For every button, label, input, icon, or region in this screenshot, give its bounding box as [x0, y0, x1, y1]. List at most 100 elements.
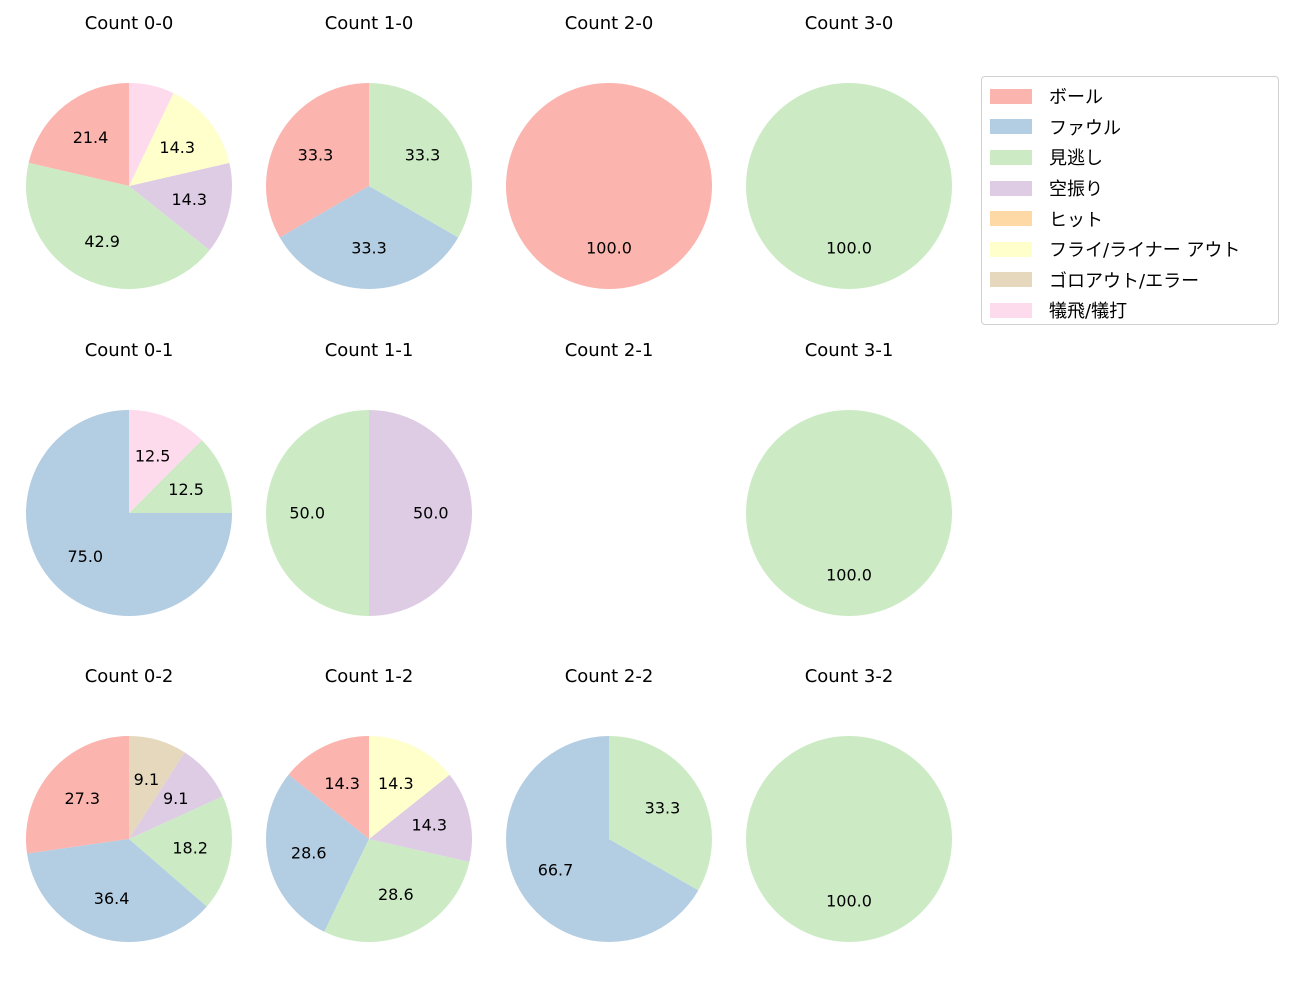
slice-percent-label: 50.0 — [289, 504, 325, 523]
slice-percent-label: 42.9 — [84, 232, 120, 251]
slice-percent-label: 14.3 — [159, 138, 195, 157]
slice-percent-label: 28.6 — [378, 885, 414, 904]
legend-item: ヒット — [982, 203, 1278, 234]
legend-swatch-icon — [990, 302, 1032, 318]
slice-percent-label: 100.0 — [826, 565, 872, 584]
pie-slice-空振り — [129, 162, 232, 251]
pie-subplot-count-0-2: Count 0-2 27.3 36.4 18.2 9.19.1 — [25, 666, 232, 942]
pie-slice-ファウル — [266, 774, 369, 932]
chart-legend: ボールファウル見逃し空振り ヒットフライ/ライナー アウト ゴロアウト/エラー 犠飛/… — [981, 76, 1279, 325]
pie-slice-ファウル — [27, 839, 207, 942]
pie-slice-見逃し — [25, 162, 210, 290]
slice-percent-label: 100.0 — [826, 891, 872, 910]
subplot-title: Count 3-2 — [805, 666, 894, 687]
slice-percent-label: 66.7 — [538, 860, 574, 879]
slice-percent-label: 14.3 — [324, 774, 360, 793]
legend-swatch-icon — [990, 211, 1032, 227]
slice-percent-label: 27.3 — [64, 789, 100, 808]
legend-swatch-icon — [990, 149, 1032, 165]
slice-percent-label: 14.3 — [171, 190, 207, 209]
pie-slice-空振り — [129, 752, 223, 839]
legend-swatch-icon — [990, 119, 1032, 135]
slice-percent-label: 28.6 — [291, 843, 327, 862]
slice-percent-label: 9.1 — [163, 789, 188, 808]
slice-percent-label: 12.5 — [135, 446, 171, 465]
pie-slice-見逃し — [129, 440, 233, 513]
legend-label: 見逃し — [1049, 148, 1103, 170]
slice-percent-label: 18.2 — [172, 838, 208, 857]
legend-label: ボール — [1049, 87, 1103, 109]
pie-slice-ファウル — [506, 736, 699, 942]
slice-percent-label: 33.3 — [298, 146, 334, 165]
pie-slice-見逃し — [369, 83, 472, 238]
slice-percent-label: 12.5 — [168, 480, 204, 499]
subplot-title: Count 2-0 — [565, 13, 654, 34]
legend-swatch-icon — [990, 272, 1032, 288]
subplot-title: Count 3-1 — [805, 340, 894, 361]
pie-subplot-count-0-0: Count 0-0 21.4 42.9 14.3 14.3 — [25, 13, 232, 290]
slice-percent-label: 14.3 — [378, 774, 414, 793]
pie-subplot-count-3-1: Count 3-1 100.0 — [746, 340, 952, 616]
subplot-title: Count 2-2 — [565, 666, 654, 687]
legend-item: ファウル — [982, 112, 1278, 143]
pie-slice-見逃し — [746, 83, 952, 289]
pie-slice-見逃し — [324, 839, 470, 943]
legend-swatch-icon — [990, 241, 1032, 257]
pie-slice-見逃し — [609, 736, 712, 891]
pie-slice-ボール — [506, 83, 712, 289]
pie-slice-フライ/ライナー アウト — [129, 93, 230, 186]
subplot-title: Count 1-0 — [325, 13, 414, 34]
pie-subplot-count-1-0: Count 1-0 33.3 33.3 33.3 — [266, 13, 472, 289]
pie-slice-犠飛/犠打 — [129, 410, 202, 513]
legend-label: 空振り — [1049, 179, 1103, 201]
pie-slice-空振り — [369, 774, 473, 862]
pie-slice-ボール — [288, 736, 369, 839]
pie-slice-見逃し — [129, 796, 232, 907]
slice-percent-label: 50.0 — [413, 504, 449, 523]
pie-slice-ゴロアウト/エラー — [129, 736, 185, 839]
slice-percent-label: 9.1 — [134, 770, 159, 789]
legend-swatch-icon — [990, 88, 1032, 104]
pie-slice-ボール — [28, 83, 129, 186]
subplot-title: Count 3-0 — [805, 13, 894, 34]
slice-percent-label: 21.4 — [73, 128, 109, 147]
legend-item: 犠飛/犠打 — [982, 295, 1278, 326]
pie-slice-フライ/ライナー アウト — [369, 736, 450, 839]
pie-slice-見逃し — [266, 410, 369, 616]
legend-item: ゴロアウト/エラー — [982, 265, 1278, 296]
pie-slice-見逃し — [746, 410, 952, 616]
pie-subplot-count-2-2: Count 2-2 66.7 33.3 — [506, 666, 712, 942]
subplot-title: Count 0-2 — [85, 666, 174, 687]
pie-slice-ボール — [25, 736, 130, 854]
legend-swatch-icon — [990, 180, 1032, 196]
pie-subplot-count-1-1: Count 1-1 50.0 50.0 — [266, 340, 472, 616]
pie-subplot-count-1-2: Count 1-2 14.3 28.6 28.6 14.3 14.3 — [266, 666, 473, 943]
pie-slice-ボール — [266, 83, 369, 238]
pie-subplot-count-3-0: Count 3-0 100.0 — [746, 13, 952, 289]
slice-percent-label: 33.3 — [405, 146, 441, 165]
subplot-title: Count 2-1 — [565, 340, 654, 361]
legend-label: ファウル — [1049, 117, 1121, 139]
subplot-title: Count 1-1 — [325, 340, 414, 361]
subplot-title: Count 0-0 — [85, 13, 174, 34]
legend-label: 犠飛/犠打 — [1049, 301, 1128, 323]
legend-item: フライ/ライナー アウト — [982, 234, 1278, 265]
pie-subplot-count-2-0: Count 2-0 100.0 — [506, 13, 712, 289]
pie-subplot-count-2-1: Count 2-1 — [565, 340, 654, 361]
legend-item: 空振り — [982, 173, 1278, 204]
slice-percent-label: 36.4 — [94, 889, 130, 908]
slice-percent-label: 100.0 — [826, 238, 872, 257]
pie-subplot-count-0-1: Count 0-1 75.0 12.5 12.5 — [26, 340, 233, 616]
slice-percent-label: 14.3 — [411, 816, 447, 835]
pie-subplot-count-3-2: Count 3-2 100.0 — [746, 666, 952, 942]
slice-percent-label: 33.3 — [645, 799, 681, 818]
pie-slice-見逃し — [746, 736, 952, 942]
pie-slice-犠飛/犠打 — [129, 83, 174, 186]
legend-item: ボール — [982, 81, 1278, 112]
slice-percent-label: 75.0 — [67, 547, 103, 566]
legend-label: ゴロアウト/エラー — [1049, 270, 1200, 292]
pie-slice-空振り — [369, 410, 472, 616]
subplot-title: Count 0-1 — [85, 340, 174, 361]
legend-label: フライ/ライナー アウト — [1049, 240, 1241, 262]
